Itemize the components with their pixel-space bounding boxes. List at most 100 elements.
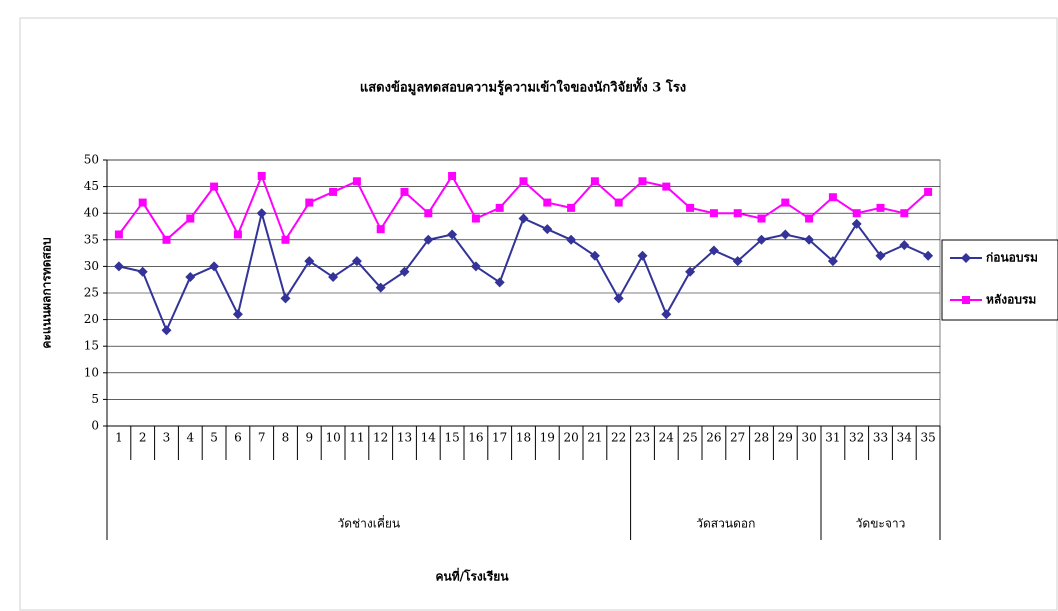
point	[899, 240, 910, 251]
point	[613, 293, 624, 304]
point	[114, 230, 123, 239]
x-tick-label: 34	[897, 431, 913, 445]
point	[280, 293, 291, 304]
point	[399, 266, 410, 277]
point	[637, 250, 648, 261]
point	[708, 245, 719, 256]
point	[447, 229, 458, 240]
point	[732, 256, 743, 267]
y-tick-label: 10	[84, 365, 99, 379]
point	[709, 209, 718, 218]
point	[923, 250, 934, 261]
point	[781, 198, 790, 207]
x-tick-label: 6	[234, 431, 242, 445]
point	[256, 208, 267, 219]
x-tick-label: 12	[373, 431, 388, 445]
point	[186, 214, 195, 223]
x-tick-label: 27	[730, 431, 745, 445]
point	[567, 203, 576, 212]
point	[662, 182, 671, 191]
point	[328, 272, 339, 283]
x-tick-label: 20	[563, 431, 578, 445]
point	[424, 209, 433, 218]
y-tick-label: 15	[84, 339, 99, 353]
point	[686, 203, 695, 212]
point	[161, 325, 172, 336]
point	[685, 266, 696, 277]
x-tick-label: 32	[849, 431, 864, 445]
point	[209, 261, 220, 272]
point	[638, 177, 647, 186]
point	[471, 214, 480, 223]
point	[400, 187, 409, 196]
legend-label: ก่อนอบรม	[986, 251, 1038, 265]
x-axis-title: คนที่/โรงเรียน	[435, 568, 509, 584]
point	[828, 193, 837, 202]
point	[470, 261, 481, 272]
point	[804, 234, 815, 245]
point	[113, 261, 124, 272]
x-tick-label: 13	[397, 431, 412, 445]
x-tick-label: 7	[258, 431, 266, 445]
legend-label: หลังอบรม	[986, 293, 1036, 307]
x-tick-label: 30	[801, 431, 816, 445]
x-tick-label: 11	[349, 431, 364, 445]
x-tick-label: 21	[587, 431, 602, 445]
point	[733, 209, 742, 218]
legend-box	[941, 239, 1058, 321]
x-tick-label: 18	[516, 431, 531, 445]
point	[876, 203, 885, 212]
x-tick-label: 23	[635, 431, 650, 445]
y-tick-label: 25	[84, 286, 99, 300]
y-tick-label: 30	[84, 259, 99, 273]
point	[757, 214, 766, 223]
point	[780, 229, 791, 240]
x-tick-label: 8	[282, 431, 290, 445]
point	[518, 213, 529, 224]
point	[329, 187, 338, 196]
x-tick-label: 3	[163, 431, 171, 445]
group-label: วัดช่างเคี่ยน	[337, 515, 400, 531]
point	[281, 235, 290, 244]
point	[661, 309, 672, 320]
point	[352, 177, 361, 186]
point	[827, 256, 838, 267]
point	[351, 256, 362, 267]
point	[589, 250, 600, 261]
point	[233, 230, 242, 239]
x-tick-label: 25	[682, 431, 697, 445]
point	[495, 203, 504, 212]
x-tick-label: 24	[659, 431, 675, 445]
point	[961, 253, 971, 263]
point	[519, 177, 528, 186]
point	[304, 256, 315, 267]
point	[375, 282, 386, 293]
y-tick-label: 5	[91, 392, 99, 406]
point	[210, 182, 219, 191]
point	[542, 224, 553, 235]
y-tick-label: 35	[84, 232, 99, 246]
x-tick-label: 28	[754, 431, 769, 445]
y-tick-label: 50	[84, 153, 99, 167]
x-tick-label: 19	[540, 431, 555, 445]
x-tick-label: 15	[444, 431, 459, 445]
x-tick-label: 31	[825, 431, 840, 445]
y-tick-label: 40	[84, 206, 99, 220]
point	[137, 266, 148, 277]
point	[232, 309, 243, 320]
point	[590, 177, 599, 186]
point	[543, 198, 552, 207]
point	[756, 234, 767, 245]
x-tick-label: 4	[186, 431, 194, 445]
y-tick-label: 0	[91, 419, 99, 433]
x-tick-label: 5	[210, 431, 218, 445]
point	[614, 198, 623, 207]
point	[900, 209, 909, 218]
point	[376, 225, 385, 234]
x-tick-label: 10	[325, 431, 340, 445]
point	[494, 277, 505, 288]
chart-title: แสดงข้อมูลทดสอบความรู้ความเข้าใจของนักวิ…	[360, 77, 686, 96]
point	[448, 171, 457, 180]
point	[962, 296, 970, 304]
